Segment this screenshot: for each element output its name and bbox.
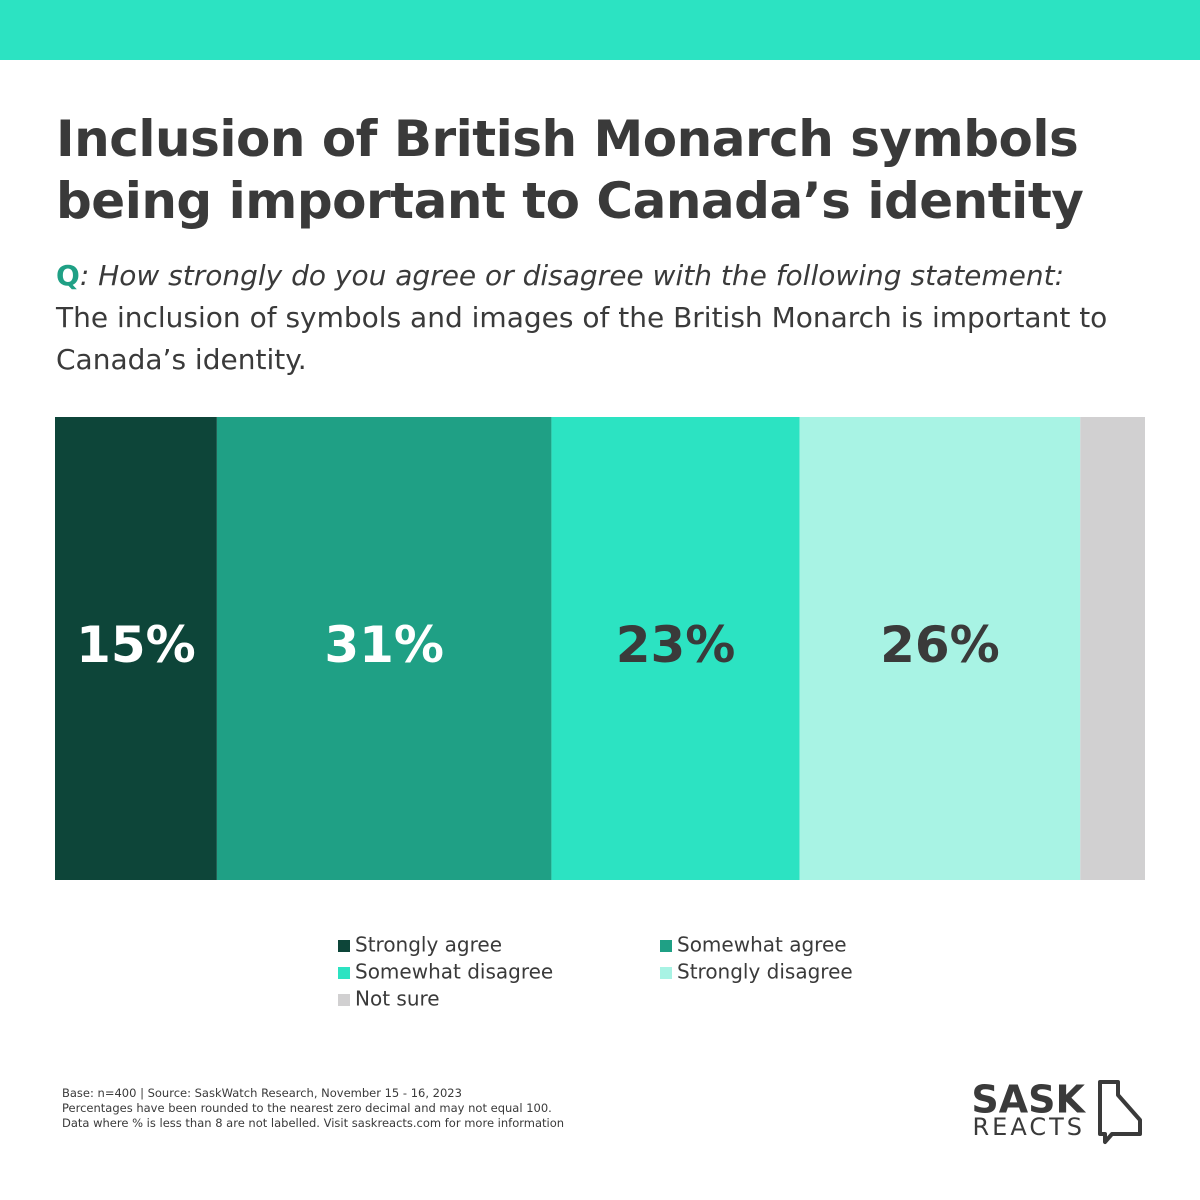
footnote: Percentages have been rounded to the nea… — [62, 1101, 552, 1115]
chart-title: Inclusion of British Monarch symbols bei… — [56, 110, 1084, 230]
bar-segment — [1080, 417, 1145, 880]
footnotes: Base: n=400 | Source: SaskWatch Research… — [62, 1086, 564, 1131]
logo-icon — [1098, 1080, 1142, 1144]
legend-swatch — [660, 967, 672, 979]
data-label: 15% — [76, 616, 196, 674]
legend-label: Strongly agree — [355, 933, 502, 957]
question: Q: How strongly do you agree or disagree… — [56, 255, 1146, 381]
bar-segment — [551, 417, 800, 880]
legend-swatch — [660, 940, 672, 952]
data-label: 31% — [324, 616, 444, 674]
legend-label: Somewhat agree — [677, 933, 847, 957]
legend-label: Somewhat disagree — [355, 960, 553, 984]
top-band — [0, 0, 1200, 60]
legend-label: Strongly disagree — [677, 960, 853, 984]
footnote: Data where % is less than 8 are not labe… — [62, 1116, 565, 1130]
bar-segment — [799, 417, 1081, 880]
legend-swatch — [338, 940, 350, 952]
legend-swatch — [338, 994, 350, 1006]
footnote: Base: n=400 | Source: SaskWatch Research… — [62, 1086, 462, 1100]
data-label: 23% — [616, 616, 736, 674]
question-label: Q — [56, 259, 80, 292]
data-label: 26% — [880, 616, 1000, 674]
question-text: : How strongly do you agree or disagree … — [79, 259, 1065, 292]
logo-line2: REACTS — [973, 1113, 1086, 1141]
legend-label: Not sure — [355, 987, 440, 1011]
legend-swatch — [338, 967, 350, 979]
statement: The inclusion of symbols and images of t… — [56, 301, 1108, 376]
bar-segment — [216, 417, 552, 880]
logo-line1: SASK — [971, 1078, 1086, 1122]
bar-segment — [55, 417, 217, 880]
